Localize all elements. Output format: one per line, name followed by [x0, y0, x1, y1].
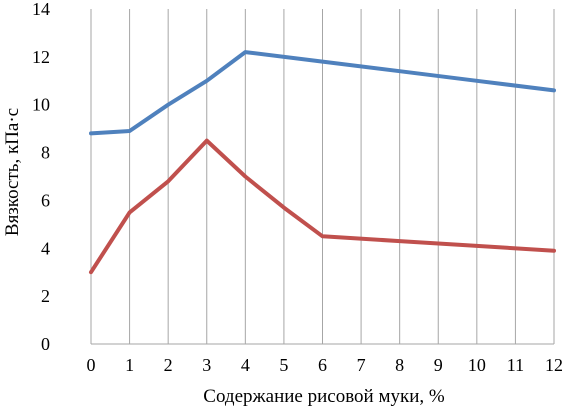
x-tick-label: 5: [279, 355, 288, 375]
x-tick-labels: 0 1 2 3 4 5 6 7 8 9 10 11 12: [87, 355, 564, 375]
y-tick-labels: 0 2 4 6 8 10 12 14: [32, 0, 50, 354]
series-lines: [89, 50, 556, 275]
x-tick-label: 1: [125, 355, 134, 375]
x-tick-label: 3: [202, 355, 211, 375]
y-tick-label: 14: [32, 0, 50, 19]
y-tick-label: 4: [41, 238, 50, 258]
y-tick-label: 6: [41, 190, 50, 210]
y-tick-label: 2: [41, 286, 50, 306]
y-tick-label: 0: [41, 334, 50, 354]
x-tick-label: 2: [164, 355, 173, 375]
x-axis-title: Содержание рисовой муки, %: [203, 386, 445, 407]
x-tick-label: 11: [507, 355, 524, 375]
y-tick-label: 10: [32, 95, 50, 115]
grid-lines: [129, 9, 555, 344]
x-tick-label: 7: [357, 355, 366, 375]
x-tick-label: 6: [318, 355, 327, 375]
x-tick-label: 4: [241, 355, 250, 375]
y-tick-label: 12: [32, 47, 50, 67]
x-tick-label: 12: [545, 355, 563, 375]
y-tick-label: 8: [41, 143, 50, 163]
y-axis-title: Вязкость, кПа·с: [2, 108, 23, 236]
series-line-1: [89, 50, 556, 136]
x-tick-label: 9: [434, 355, 443, 375]
x-tick-label: 8: [395, 355, 404, 375]
x-tick-label: 10: [468, 355, 486, 375]
series-line-2: [89, 138, 556, 275]
x-tick-label: 0: [87, 355, 96, 375]
axes: [90, 9, 554, 345]
